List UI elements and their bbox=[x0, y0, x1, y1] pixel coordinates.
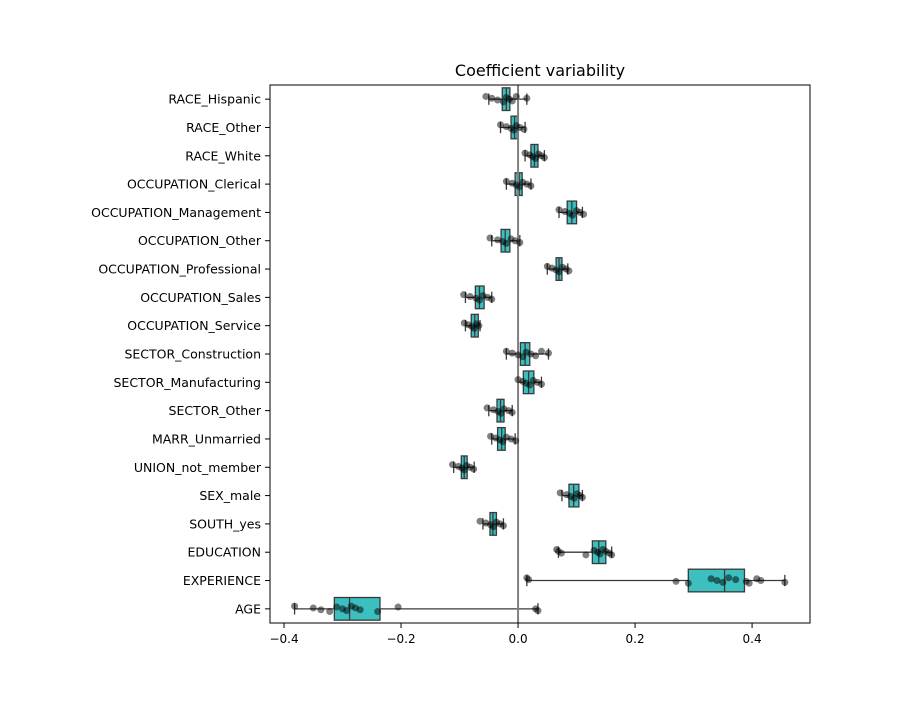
data-point bbox=[508, 408, 516, 416]
data-point bbox=[713, 577, 721, 585]
data-point bbox=[356, 606, 364, 614]
data-point bbox=[475, 322, 483, 330]
data-point bbox=[527, 182, 535, 190]
data-point bbox=[291, 602, 299, 610]
data-point bbox=[556, 489, 564, 497]
data-point bbox=[483, 404, 491, 412]
y-tick-label: MARR_Unmarried bbox=[152, 431, 261, 446]
y-tick-label: RACE_Other bbox=[186, 120, 262, 135]
y-tick-label: OCCUPATION_Sales bbox=[140, 290, 261, 305]
data-point bbox=[502, 347, 510, 355]
data-point bbox=[343, 607, 351, 615]
data-point bbox=[486, 234, 494, 242]
data-point bbox=[487, 432, 495, 440]
data-point bbox=[470, 465, 478, 473]
data-point bbox=[672, 577, 680, 585]
x-tick-label: 0.2 bbox=[626, 632, 645, 646]
data-point bbox=[537, 347, 545, 355]
data-point bbox=[482, 92, 490, 100]
data-point bbox=[502, 239, 510, 247]
data-point bbox=[309, 604, 317, 612]
data-point bbox=[497, 121, 505, 129]
data-point bbox=[488, 94, 496, 102]
data-point bbox=[725, 574, 733, 582]
data-point bbox=[494, 96, 502, 104]
data-point bbox=[326, 608, 334, 616]
y-tick-label: SECTOR_Other bbox=[169, 403, 262, 418]
data-point bbox=[512, 437, 520, 445]
y-tick-label: OCCUPATION_Clerical bbox=[127, 177, 261, 192]
data-point bbox=[757, 577, 765, 585]
data-point bbox=[508, 349, 516, 357]
data-point bbox=[532, 352, 540, 360]
y-tick-label: SEX_male bbox=[199, 488, 261, 503]
y-tick-label: OCCUPATION_Other bbox=[138, 233, 262, 248]
data-point bbox=[512, 92, 520, 100]
data-point bbox=[449, 461, 457, 469]
data-point bbox=[565, 267, 573, 275]
data-point bbox=[745, 579, 753, 587]
data-point bbox=[523, 94, 531, 102]
data-point bbox=[476, 517, 484, 525]
data-point bbox=[502, 177, 510, 185]
y-tick-label: OCCUPATION_Professional bbox=[98, 262, 261, 277]
data-point bbox=[394, 603, 402, 611]
data-point bbox=[555, 206, 563, 214]
y-tick-label: SOUTH_yes bbox=[189, 516, 261, 531]
data-point bbox=[508, 97, 516, 105]
x-tick-label: 0.4 bbox=[743, 632, 762, 646]
y-tick-label: SECTOR_Construction bbox=[124, 347, 261, 362]
y-tick-label: UNION_not_member bbox=[134, 460, 262, 475]
data-point bbox=[732, 576, 740, 584]
y-tick-label: RACE_Hispanic bbox=[168, 92, 261, 107]
data-point bbox=[578, 493, 586, 501]
data-point bbox=[333, 603, 341, 611]
data-point bbox=[707, 575, 715, 583]
y-tick-label: OCCUPATION_Management bbox=[91, 205, 261, 220]
data-point bbox=[499, 522, 507, 530]
data-point bbox=[534, 607, 542, 615]
y-tick-label: SECTOR_Manufacturing bbox=[114, 375, 262, 390]
y-tick-label: AGE bbox=[235, 601, 261, 616]
data-point bbox=[374, 608, 382, 616]
y-tick-label: EDUCATION bbox=[188, 545, 262, 560]
y-tick-label: OCCUPATION_Service bbox=[127, 318, 261, 333]
x-tick-label: −0.4 bbox=[269, 632, 298, 646]
data-point bbox=[317, 606, 325, 614]
plot-frame bbox=[269, 84, 811, 624]
data-point bbox=[494, 236, 502, 244]
data-point bbox=[525, 576, 533, 584]
data-point bbox=[460, 291, 468, 299]
data-point bbox=[684, 579, 692, 587]
data-point bbox=[582, 551, 590, 559]
y-tick-label: RACE_White bbox=[185, 148, 261, 163]
data-point bbox=[520, 125, 528, 133]
data-point bbox=[568, 211, 576, 219]
data-point bbox=[544, 349, 552, 357]
data-point bbox=[516, 239, 524, 247]
chart-title: Coefficient variability bbox=[455, 61, 625, 80]
data-point bbox=[466, 292, 474, 300]
data-point bbox=[540, 154, 548, 162]
y-tick-label: EXPERIENCE bbox=[183, 573, 261, 588]
data-point bbox=[488, 295, 496, 303]
data-point bbox=[608, 551, 616, 559]
data-point bbox=[557, 549, 565, 557]
x-tick-label: 0.0 bbox=[509, 632, 528, 646]
data-point bbox=[580, 210, 588, 218]
data-point bbox=[537, 380, 545, 388]
data-point bbox=[719, 578, 727, 586]
x-tick-label: −0.2 bbox=[386, 632, 415, 646]
data-point bbox=[781, 578, 789, 586]
